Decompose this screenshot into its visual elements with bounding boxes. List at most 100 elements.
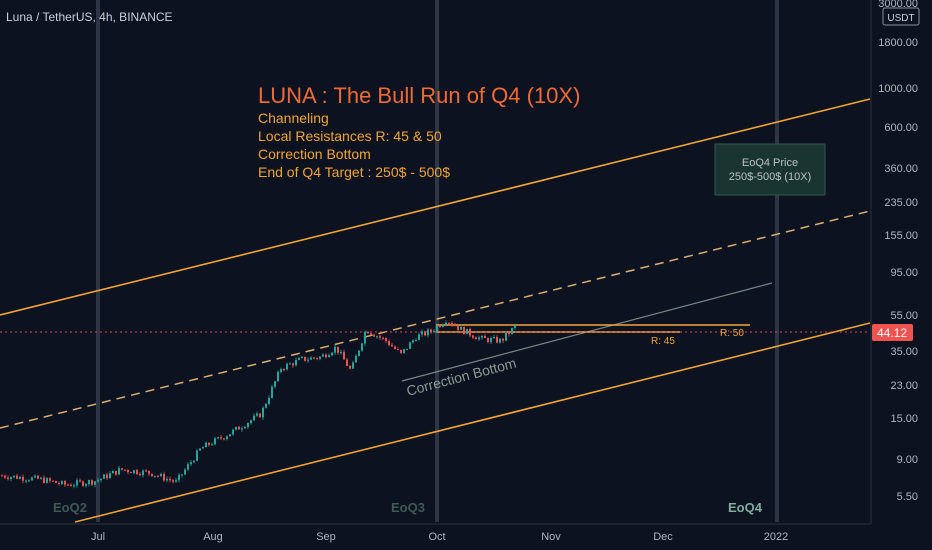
candle-body — [262, 407, 264, 418]
candle-body — [229, 434, 231, 437]
candle-body — [76, 480, 78, 486]
channel-upper-line[interactable] — [0, 98, 871, 316]
candle-body — [82, 481, 84, 486]
candle-body — [55, 481, 57, 484]
candle-body — [172, 480, 174, 482]
candle-body — [58, 483, 60, 485]
current-price-label: 44.12 — [877, 326, 907, 340]
candle-body — [16, 475, 18, 479]
candle-body — [412, 340, 414, 343]
candle-body — [484, 335, 486, 339]
candle-body — [277, 371, 279, 382]
candle-body — [271, 386, 273, 398]
candle-body — [451, 323, 453, 326]
candle-body — [22, 476, 24, 481]
candle-body — [241, 428, 243, 430]
candle-body — [94, 481, 96, 485]
target-price-box[interactable]: EoQ4 Price 250$-500$ (10X) — [714, 143, 826, 196]
candle-body — [211, 444, 213, 446]
candle-body — [52, 480, 54, 482]
candle-body — [514, 325, 516, 329]
candle-body — [370, 333, 372, 335]
candle-body — [364, 331, 366, 344]
candle-body — [361, 343, 363, 351]
symbol-title[interactable]: Luna / TetherUS, 4h, BINANCE — [6, 10, 173, 24]
candle-body — [199, 448, 201, 451]
candle-body — [184, 469, 186, 475]
candle-body — [136, 470, 138, 475]
candle-body — [31, 477, 33, 481]
channel-lower-line[interactable] — [74, 322, 871, 523]
candle-body — [340, 351, 342, 353]
candle-body — [148, 471, 150, 474]
candle-body — [127, 470, 129, 473]
time-axis[interactable]: Jul Aug Sep Oct Nov Dec 2022 — [0, 523, 932, 550]
candle-body — [343, 351, 345, 360]
time-tick-label: Oct — [428, 531, 445, 543]
candle-body — [460, 326, 462, 330]
time-tick-label: Nov — [541, 531, 561, 543]
candle-body — [181, 474, 183, 476]
candle-body — [352, 362, 354, 369]
candle-body — [202, 447, 204, 449]
candle-body — [400, 349, 402, 353]
target-box-line1: EoQ4 Price — [742, 157, 798, 169]
annotation-line-target: End of Q4 Target : 250$ - 500$ — [258, 164, 450, 180]
candle-body — [490, 338, 492, 343]
candle-body — [421, 331, 423, 335]
quarter-label-eoq3: EoQ3 — [391, 500, 425, 515]
candle-body — [499, 338, 501, 343]
candle-body — [316, 358, 318, 360]
candle-body — [124, 469, 126, 471]
candle-body — [376, 336, 378, 338]
candle-body — [46, 478, 48, 483]
candle-body — [487, 338, 489, 343]
time-tick-label: Dec — [653, 531, 673, 543]
price-tick-label: 155.00 — [884, 230, 918, 242]
candle-body — [160, 473, 162, 476]
candle-body — [313, 357, 315, 359]
target-box-background — [714, 143, 826, 196]
candle-body — [511, 328, 513, 335]
price-axis[interactable]: 3000.00 USDT 1800.00 1000.00 600.00 360.… — [870, 0, 932, 524]
candle-body — [232, 429, 234, 435]
candle-body — [112, 470, 114, 474]
candle-body — [64, 481, 66, 485]
candle-body — [253, 415, 255, 421]
candle-body — [190, 462, 192, 465]
currency-badge[interactable]: USDT — [882, 7, 920, 26]
candle-body — [349, 365, 351, 369]
time-tick-label: 2022 — [764, 531, 788, 543]
price-tick-label: 23.00 — [890, 380, 918, 392]
price-axis-background — [871, 0, 932, 524]
price-tick-label: 600.00 — [884, 122, 918, 134]
candle-body — [394, 346, 396, 350]
candle-body — [388, 341, 390, 346]
candle-body — [220, 437, 222, 439]
candle-body — [439, 325, 441, 327]
candle-body — [415, 340, 417, 342]
candle-body — [157, 475, 159, 477]
candle-body — [280, 369, 282, 372]
candle-body — [79, 480, 81, 482]
time-tick-label: Aug — [203, 531, 223, 543]
candle-body — [91, 480, 93, 485]
candle-body — [28, 480, 30, 482]
price-tick-label: 360.00 — [884, 163, 918, 175]
candle-body — [367, 331, 369, 334]
candle-body — [223, 438, 225, 440]
candle-body — [319, 356, 321, 359]
annotation-line-channeling: Channeling — [258, 110, 329, 126]
candle-body — [205, 442, 207, 448]
candle-body — [187, 464, 189, 470]
candle-body — [169, 478, 171, 481]
candle-body — [424, 331, 426, 336]
candle-body — [346, 359, 348, 366]
quarter-label-eoq4: EoQ4 — [728, 500, 763, 515]
time-tick-label: Jul — [91, 531, 105, 543]
candle-body — [193, 460, 195, 463]
candle-body — [244, 427, 246, 429]
candle-body — [106, 474, 108, 479]
candle-body — [142, 470, 144, 476]
